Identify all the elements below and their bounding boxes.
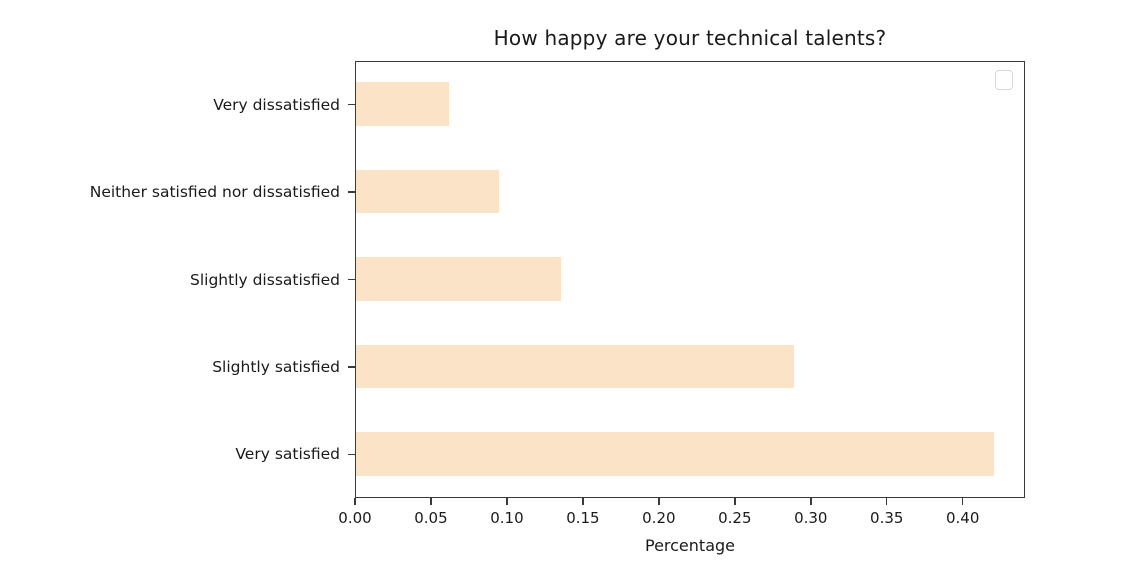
x-tick-mark	[961, 498, 964, 505]
x-tick-mark	[810, 498, 812, 505]
x-tick-label: 0.25	[718, 509, 752, 527]
x-tick-mark	[354, 498, 356, 505]
y-tick-mark	[348, 453, 355, 456]
x-tick-mark	[582, 498, 584, 505]
y-tick-label: Slightly satisfied	[212, 357, 340, 376]
x-tick-label: 0.05	[414, 509, 448, 527]
x-tick-mark	[885, 498, 888, 505]
x-tick-label: 0.15	[566, 509, 600, 527]
x-tick-label: 0.00	[338, 509, 372, 527]
y-tick-label: Very satisfied	[235, 445, 340, 464]
bar-very-satisfied	[356, 431, 995, 476]
x-tick-mark	[734, 498, 736, 505]
bar-slightly-dissatisfied	[356, 257, 562, 301]
bar-neither-satisfied-nor-dissatisfied	[356, 169, 499, 214]
y-tick-mark	[348, 278, 355, 281]
x-tick-mark	[506, 498, 508, 505]
y-tick-label: Very dissatisfied	[213, 95, 340, 114]
x-tick-label: 0.35	[870, 509, 904, 527]
y-tick-label: Neither satisfied nor dissatisfied	[89, 183, 340, 202]
bar-very-dissatisfied	[356, 82, 449, 127]
x-tick-label: 0.30	[794, 509, 828, 527]
x-tick-label: 0.40	[946, 509, 980, 527]
plot-area	[355, 61, 1025, 498]
x-tick-mark	[430, 498, 432, 505]
legend-box	[995, 70, 1013, 90]
bars-layer	[356, 62, 1024, 497]
x-tick-label: 0.20	[642, 509, 676, 527]
x-tick-label: 0.10	[490, 509, 524, 527]
y-tick-label: Slightly dissatisfied	[190, 270, 340, 289]
y-tick-mark	[348, 191, 355, 193]
bar-slightly-satisfied	[356, 344, 794, 389]
y-tick-mark	[348, 366, 355, 368]
chart-title: How happy are your technical talents?	[493, 26, 887, 50]
y-tick-mark	[348, 103, 355, 106]
x-tick-mark	[658, 498, 660, 505]
x-axis-label: Percentage	[644, 536, 735, 555]
